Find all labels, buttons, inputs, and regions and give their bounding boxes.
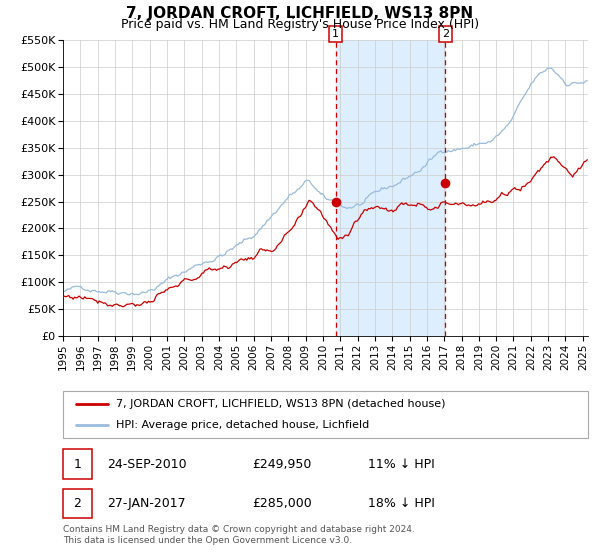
Text: 24-SEP-2010: 24-SEP-2010 <box>107 458 187 471</box>
Text: 2: 2 <box>74 497 82 510</box>
Text: 11% ↓ HPI: 11% ↓ HPI <box>367 458 434 471</box>
Text: 7, JORDAN CROFT, LICHFIELD, WS13 8PN (detached house): 7, JORDAN CROFT, LICHFIELD, WS13 8PN (de… <box>115 399 445 409</box>
Text: 2: 2 <box>442 29 449 39</box>
Text: 27-JAN-2017: 27-JAN-2017 <box>107 497 186 510</box>
Text: HPI: Average price, detached house, Lichfield: HPI: Average price, detached house, Lich… <box>115 420 369 430</box>
Text: 1: 1 <box>74 458 82 471</box>
Text: £249,950: £249,950 <box>252 458 311 471</box>
Bar <box>63 450 92 479</box>
Bar <box>63 489 92 519</box>
Text: Price paid vs. HM Land Registry's House Price Index (HPI): Price paid vs. HM Land Registry's House … <box>121 18 479 31</box>
Text: 7, JORDAN CROFT, LICHFIELD, WS13 8PN: 7, JORDAN CROFT, LICHFIELD, WS13 8PN <box>127 6 473 21</box>
Text: 1: 1 <box>332 29 339 39</box>
Bar <box>335 40 445 336</box>
Text: 18% ↓ HPI: 18% ↓ HPI <box>367 497 434 510</box>
Text: Contains HM Land Registry data © Crown copyright and database right 2024.
This d: Contains HM Land Registry data © Crown c… <box>63 525 415 545</box>
Text: £285,000: £285,000 <box>252 497 312 510</box>
